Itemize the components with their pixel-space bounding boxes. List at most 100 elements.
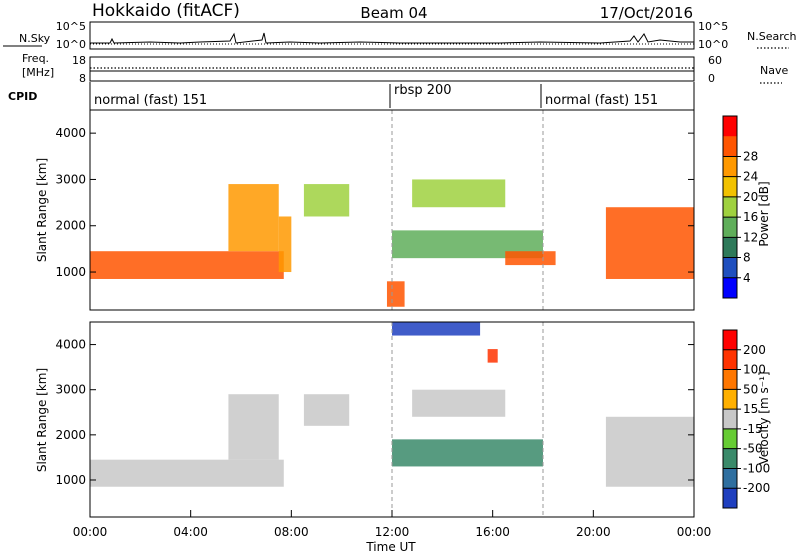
cpid-segment-3: normal (fast) 151 <box>545 93 658 108</box>
power-cbar-label-2: 12 <box>743 230 758 244</box>
velocity-region-5 <box>487 349 498 363</box>
velocity-cbar-label-3: 15 <box>743 402 758 416</box>
power-region-5 <box>412 179 506 208</box>
velocity-region-2 <box>303 394 350 426</box>
power-cbar-swatch-8 <box>723 277 737 299</box>
beam-title: Beam 04 <box>360 4 427 22</box>
velocity-region-1 <box>228 394 279 460</box>
power-y-axis-label: Slant Range [km] <box>35 158 49 262</box>
nave-right-tick-bottom: 0 <box>708 72 715 85</box>
power-ytick-label-3: 4000 <box>55 126 86 140</box>
power-cbar-swatch-6 <box>723 237 737 259</box>
power-cbar-label-0: 4 <box>743 271 751 285</box>
cpid-segment-2: rbsp 200 <box>394 83 452 98</box>
power-region-1 <box>228 184 279 252</box>
velocity-y-axis-label: Slant Range [km] <box>35 368 49 472</box>
power-colorbar-label: Power [dB] <box>757 181 771 246</box>
velocity-ytick-label-2: 3000 <box>55 383 86 397</box>
velocity-region-6 <box>392 322 481 336</box>
velocity-cbar-label-6: -100 <box>743 461 770 475</box>
power-y-ticks: 1000 2000 3000 4000 <box>55 126 694 279</box>
date-title: 17/Oct/2016 <box>600 4 693 22</box>
xtick-label-4: 16:00 <box>475 525 510 539</box>
station-title: Hokkaido (fitACF) <box>92 1 240 21</box>
velocity-panel: 1000 2000 3000 4000 Slant Range [km] <box>35 321 695 518</box>
xtick-label-0: 00:00 <box>73 525 108 539</box>
velocity-region-0 <box>90 459 284 487</box>
power-ytick-label-0: 1000 <box>55 265 86 279</box>
velocity-cbar-label-0: 200 <box>743 343 766 357</box>
velocity-heatmap <box>90 322 694 517</box>
velocity-cbar-label-1: 100 <box>743 363 766 377</box>
velocity-region-7 <box>605 416 694 487</box>
power-colorbar: 4 8 12 16 20 24 28 <box>722 115 758 299</box>
freq-left-tick-top: 18 <box>72 54 86 67</box>
power-heatmap <box>90 110 694 310</box>
power-ytick-label-2: 3000 <box>55 172 86 186</box>
velocity-cbar-swatch-0 <box>723 330 737 351</box>
velocity-cbar-label-2: 50 <box>743 382 758 396</box>
xtick-label-1: 04:00 <box>173 525 208 539</box>
noise-panel: N.Sky 10^5 10^0 10^5 10^0 N.Search <box>3 20 797 51</box>
power-cbar-swatch-0 <box>723 116 737 137</box>
velocity-cbar-swatch-6 <box>723 448 737 469</box>
velocity-cbar-swatch-2 <box>723 369 737 390</box>
velocity-cbar-label-5: -50 <box>743 442 763 456</box>
power-cbar-label-3: 16 <box>743 210 758 224</box>
freq-left-tick-bottom: 8 <box>79 72 86 85</box>
power-ytick-label-1: 2000 <box>55 219 86 233</box>
velocity-cbar-label-7: -200 <box>743 481 770 495</box>
velocity-colorbar-label: Velocity [m s⁻¹] <box>757 371 771 464</box>
noise-left-label: N.Sky <box>19 32 51 45</box>
power-cbar-swatch-5 <box>723 217 737 238</box>
power-region-3 <box>303 184 350 217</box>
noise-right-tick-bottom: 10^0 <box>698 38 728 51</box>
cpid-panel: CPID normal (fast) 151 rbsp 200 normal (… <box>8 82 695 110</box>
velocity-y-ticks: 1000 2000 3000 4000 <box>55 338 694 487</box>
noise-left-tick-top: 10^5 <box>56 20 86 33</box>
velocity-ytick-label-0: 1000 <box>55 473 86 487</box>
xtick-label-5: 20:00 <box>576 525 611 539</box>
xtick-label-6: 00:00 <box>677 525 712 539</box>
velocity-cbar-frame <box>722 329 738 509</box>
xtick-label-3: 12:00 <box>375 525 410 539</box>
power-cbar-label-6: 28 <box>743 149 758 163</box>
velocity-cbar-swatch-7 <box>723 468 737 489</box>
velocity-ytick-label-1: 2000 <box>55 428 86 442</box>
velocity-cbar-label-4: -15 <box>743 422 763 436</box>
power-cbar-label-4: 20 <box>743 190 758 204</box>
noise-series-line <box>90 32 694 44</box>
power-cbar-swatch-3 <box>723 176 737 198</box>
velocity-cbar-swatch-1 <box>723 349 737 371</box>
power-cbar-swatch-4 <box>723 196 737 218</box>
velocity-cbar-swatch-8 <box>723 488 737 509</box>
power-region-8 <box>605 207 694 279</box>
cpid-segment-1: normal (fast) 151 <box>94 93 207 108</box>
freq-label-line1: Freq. <box>22 52 49 65</box>
power-region-6 <box>505 251 556 266</box>
power-cbar-swatch-7 <box>723 257 737 279</box>
velocity-cbar-swatch-5 <box>723 428 737 450</box>
nave-right-tick-top: 60 <box>708 54 722 67</box>
power-cbar-swatch-2 <box>723 156 737 178</box>
velocity-region-3 <box>392 439 543 467</box>
power-cbar-label-1: 8 <box>743 251 751 265</box>
power-region-7 <box>386 281 405 307</box>
power-cbar-frame <box>722 115 738 299</box>
xtick-label-2: 08:00 <box>274 525 309 539</box>
cpid-label: CPID <box>8 90 37 103</box>
velocity-region-4 <box>412 389 506 417</box>
power-panel: 1000 2000 3000 4000 Slant Range [km] <box>35 109 695 311</box>
x-axis-label: Time UT <box>365 540 416 554</box>
velocity-cbar-swatch-4 <box>723 409 737 430</box>
power-region-2 <box>278 216 292 273</box>
power-cbar-swatch-1 <box>723 136 737 157</box>
frequency-panel: Freq. [MHz] 18 8 60 0 Nave <box>22 52 788 85</box>
power-region-0 <box>90 251 284 279</box>
nave-label: Nave <box>760 64 788 77</box>
freq-label-line2: [MHz] <box>22 66 54 79</box>
power-cbar-label-5: 24 <box>743 170 758 184</box>
time-x-axis: 00:00 04:00 08:00 12:00 16:00 20:00 00:00 <box>73 510 712 539</box>
noise-left-tick-bottom: 10^0 <box>56 38 86 51</box>
